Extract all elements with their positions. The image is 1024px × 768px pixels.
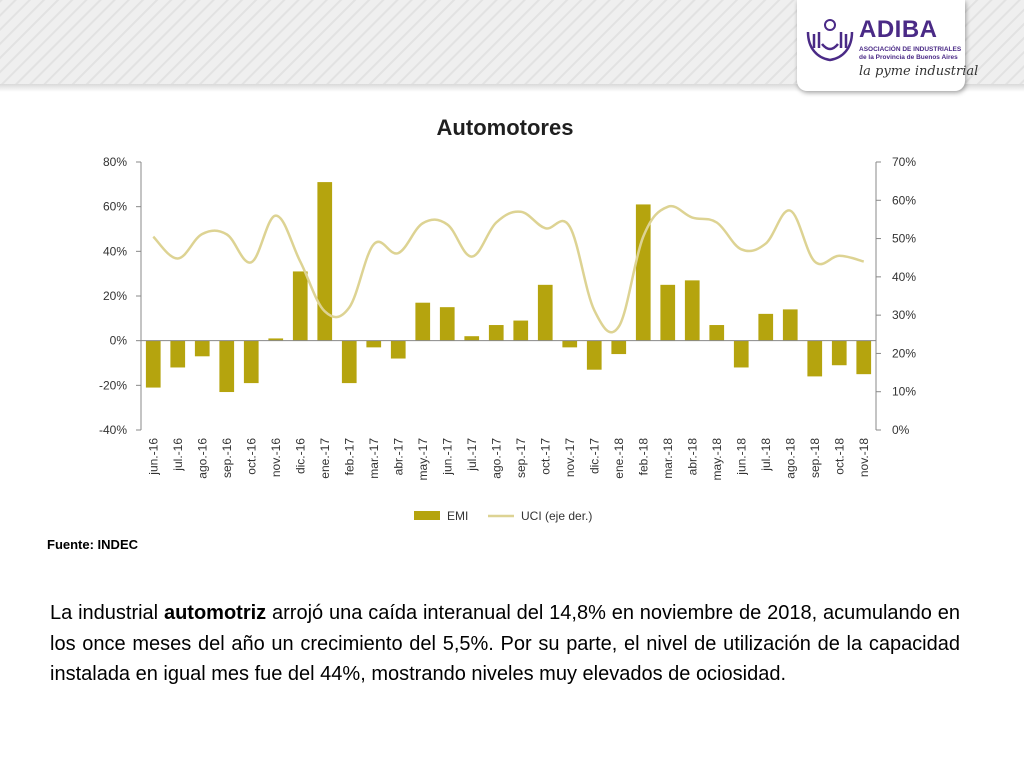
emi-bar: [758, 313, 774, 341]
legend-uci-label: UCI (eje der.): [521, 509, 592, 523]
summary-paragraph: La industrial automotriz arrojó una caíd…: [50, 598, 960, 690]
left-axis-tick-label: -40%: [99, 423, 127, 437]
emi-bar: [684, 280, 700, 341]
left-axis-tick-label: -20%: [99, 378, 127, 392]
x-axis-tick-label: ago.-17: [489, 438, 503, 479]
legend-emi-swatch: [414, 511, 440, 520]
emi-bar: [562, 340, 578, 348]
logo-slogan: la pyme industrial: [859, 64, 979, 79]
x-axis-tick-label: jul.-17: [465, 438, 479, 472]
x-axis-tick-label: ago.-18: [783, 438, 797, 479]
emi-bar: [341, 340, 357, 384]
emi-bar: [782, 309, 798, 341]
right-axis-tick-label: 10%: [892, 385, 916, 399]
legend-emi-label: EMI: [447, 509, 468, 523]
left-axis-tick-label: 0%: [110, 334, 128, 348]
x-axis-tick-label: jul.-18: [759, 438, 773, 472]
emi-bar: [807, 340, 823, 377]
emi-bar: [194, 340, 210, 357]
x-axis-tick-label: nov.-16: [269, 438, 283, 477]
x-axis-tick-label: sep.-17: [514, 438, 528, 478]
emi-bar: [488, 325, 504, 341]
emi-bar: [856, 340, 872, 375]
x-axis-tick-label: abr.-18: [685, 438, 699, 476]
x-axis-tick-label: mar.-17: [367, 438, 381, 479]
emi-bar: [464, 336, 480, 341]
emi-bar: [537, 284, 553, 341]
logo-subtitle-line1: ASOCIACIÓN DE INDUSTRIALES: [859, 46, 962, 53]
x-axis-tick-label: ene.-18: [612, 438, 626, 479]
right-axis-tick-label: 20%: [892, 346, 916, 360]
emi-bar: [390, 340, 406, 359]
emi-bar: [586, 340, 602, 370]
x-axis-tick-label: jul.-16: [171, 438, 185, 472]
left-axis-tick-label: 80%: [103, 155, 127, 169]
x-axis-tick-label: may.-17: [416, 438, 430, 481]
paragraph-text-1: La industrial: [50, 602, 164, 624]
logo-subtitle: ASOCIACIÓN DE INDUSTRIALES de la Provinc…: [859, 46, 963, 61]
x-axis-tick-label: oct.-16: [244, 438, 258, 475]
x-axis-tick-label: jun.-17: [440, 438, 454, 476]
logo-subtitle-line2: de la Provincia de Buenos Aires: [859, 53, 958, 61]
automotores-chart: Automotores -40% -20% 0% 20% 40% 60% 80% 0% 10% 20…: [99, 115, 916, 523]
emi-bar: [709, 325, 725, 341]
emi-bar: [268, 338, 284, 341]
left-axis-tick-label: 40%: [103, 244, 127, 258]
x-axis-tick-label: sep.-18: [808, 438, 822, 478]
right-axis-tick-label: 60%: [892, 193, 916, 207]
left-axis-tick-label: 20%: [103, 289, 127, 303]
chart-title: Automotores: [437, 115, 574, 140]
x-axis-tick-label: nov.-17: [563, 438, 577, 477]
emi-bar: [660, 284, 676, 341]
x-axis-tick-label: feb.-17: [342, 438, 356, 476]
emi-bar: [415, 302, 431, 341]
x-axis-tick-label: may.-18: [710, 438, 724, 481]
x-axis-tick-label: nov.-18: [857, 438, 871, 477]
emi-bar: [439, 307, 455, 341]
x-axis-tick-label: abr.-17: [391, 438, 405, 476]
emi-bar: [317, 182, 333, 341]
emi-bar: [145, 340, 161, 388]
x-axis-tick-label: ene.-17: [318, 438, 332, 479]
uci-line: [152, 204, 865, 334]
hands-emblem-icon: [806, 19, 854, 62]
x-axis-tick-label: sep.-16: [220, 438, 234, 478]
left-axis-tick-label: 60%: [103, 200, 127, 214]
adiba-logo: ADIBA ASOCIACIÓN DE INDUSTRIALES de la P…: [797, 0, 978, 91]
x-axis-tick-label: dic.-16: [293, 438, 307, 474]
emi-bar: [513, 320, 529, 341]
x-axis-tick-label: jun.-16: [146, 438, 160, 476]
x-axis-tick-label: jun.-18: [734, 438, 748, 476]
emi-bar: [733, 340, 749, 368]
emi-bar: [611, 340, 627, 355]
emi-bar: [170, 340, 186, 368]
source-note: Fuente: INDEC: [47, 537, 138, 552]
logo-name: ADIBA: [859, 16, 938, 43]
right-axis-tick-label: 50%: [892, 232, 916, 246]
x-axis-tick-label: oct.-17: [538, 438, 552, 475]
emi-bar: [831, 340, 847, 366]
emi-bar: [635, 204, 651, 341]
x-axis-tick-label: mar.-18: [661, 438, 675, 479]
right-axis-tick-label: 70%: [892, 155, 916, 169]
emi-bar: [219, 340, 235, 393]
right-axis-tick-label: 40%: [892, 270, 916, 284]
right-axis-tick-label: 30%: [892, 308, 916, 322]
x-axis-tick-label: ago.-16: [195, 438, 209, 479]
emi-bar: [366, 340, 382, 348]
emi-bar: [292, 271, 308, 341]
right-axis-tick-label: 0%: [892, 423, 910, 437]
x-axis-tick-label: oct.-18: [832, 438, 846, 475]
paragraph-keyword: automotriz: [163, 602, 267, 624]
paragraph-text-2: arrojó una caída interanual del 14,8% en…: [50, 602, 961, 685]
x-axis-tick-label: feb.-18: [636, 438, 650, 476]
x-axis-tick-label: dic.-17: [587, 438, 601, 474]
emi-bar: [243, 340, 259, 384]
banner-shadow: [0, 84, 1024, 92]
